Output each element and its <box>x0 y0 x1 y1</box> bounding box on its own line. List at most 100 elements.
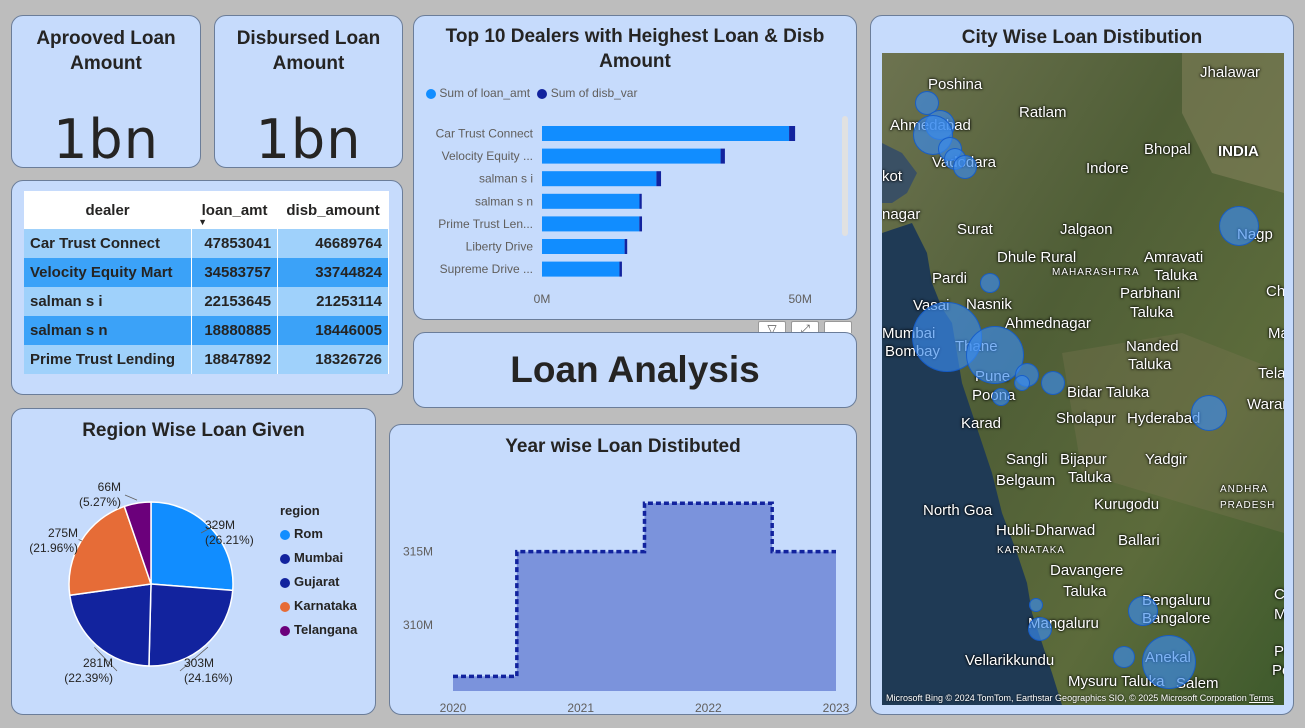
map-place-label: Pardi <box>932 270 968 287</box>
sort-descending-icon[interactable]: ▼ <box>198 217 208 227</box>
map-place-label: Surat <box>957 221 993 238</box>
map-place-label: nagar <box>882 206 921 223</box>
column-header-dealer[interactable]: dealer <box>24 191 193 229</box>
pie-slice[interactable] <box>68 505 153 597</box>
bar-disb-var[interactable] <box>639 216 643 232</box>
bar-loan-amt[interactable] <box>542 171 657 187</box>
map-terms-link[interactable]: Terms <box>1249 693 1274 703</box>
approved-loan-card: Aprooved Loan Amount 1bn <box>11 15 201 171</box>
legend-disb-var-label[interactable]: Sum of disb_var <box>550 86 638 100</box>
bar-loan-amt[interactable] <box>542 126 790 141</box>
map-place-label: Ma <box>1274 606 1284 623</box>
pie-percent-label: (21.96%) <box>29 541 78 555</box>
table-row[interactable]: salman s i 22153645 21253114 <box>24 287 389 316</box>
more-options-icon[interactable] <box>824 321 852 333</box>
step-area-fill <box>453 503 836 691</box>
region-legend-item[interactable]: Rom <box>280 526 357 541</box>
map-bubble[interactable] <box>915 91 939 115</box>
step-line[interactable] <box>453 501 836 679</box>
bar-category-label: salman s i <box>479 172 533 186</box>
legend-loan-amt-swatch <box>426 88 436 99</box>
legend-label: Gujarat <box>294 574 340 589</box>
region-legend-item[interactable]: Karnataka <box>280 598 357 613</box>
filter-icon[interactable]: ▽ <box>758 321 786 333</box>
map-place-label: Davangere <box>1050 562 1124 579</box>
map-bubble[interactable] <box>1014 375 1030 391</box>
map-bubble[interactable] <box>1142 635 1196 689</box>
bar-loan-amt[interactable] <box>542 148 721 164</box>
approved-loan-title-line1: Aprooved Loan <box>36 28 176 49</box>
map-footer: Microsoft Bing © 2024 TomTom, Earthstar … <box>886 693 1280 703</box>
map-bubble[interactable] <box>1028 617 1052 641</box>
region-legend-item[interactable]: Telangana <box>280 622 357 637</box>
map-bubble[interactable] <box>1191 395 1227 431</box>
table-row[interactable]: Velocity Equity Mart 34583757 33744824 <box>24 258 389 287</box>
map-bubble[interactable] <box>953 155 977 179</box>
year-step-area-chart: 310M 315M 2020 2021 2022 2023 <box>403 501 850 715</box>
top-dealers-title-line1: Top 10 Dealers with Heighest Loan & Disb <box>445 26 825 47</box>
map-place-label: ANDHRA <box>1220 484 1269 495</box>
bar-disb-var[interactable] <box>619 261 622 277</box>
map-place-label: Sangli <box>1006 451 1048 468</box>
bar-loan-amt[interactable] <box>542 193 640 209</box>
column-header-loan-amt[interactable]: loan_amt ▼ <box>191 191 279 229</box>
pie-slice[interactable] <box>150 501 234 592</box>
pie-percent-label: (26.21%) <box>205 533 254 547</box>
pie-slice[interactable] <box>148 583 234 667</box>
pie-leader-line <box>179 646 209 672</box>
disbursed-loan-title-line1: Disbursed Loan <box>236 28 381 49</box>
pie-slice[interactable] <box>123 501 152 585</box>
cell-loan-amt: 47853041 <box>191 229 279 258</box>
bar-disb-var[interactable] <box>789 126 796 141</box>
legend-swatch <box>280 553 290 564</box>
cell-dealer: Car Trust Connect <box>24 229 193 258</box>
bar-category-label: Liberty Drive <box>466 240 534 254</box>
map-bubble[interactable] <box>1128 596 1158 626</box>
map-bubble[interactable] <box>1029 598 1043 612</box>
cell-loan-amt: 18880885 <box>191 316 279 345</box>
pie-slice[interactable] <box>68 583 152 667</box>
x-tick-label: 0M <box>534 292 551 306</box>
dealer-table[interactable]: dealer loan_amt ▼ disb_amount Car Trust C… <box>24 191 389 374</box>
table-row[interactable]: Prime Trust Lending 18847892 18326726 <box>24 345 389 374</box>
legend-loan-amt-label[interactable]: Sum of loan_amt <box>439 86 531 100</box>
cell-disb-amount: 21253114 <box>277 287 389 316</box>
city-map[interactable]: JhalawarPoshinaAhmedabadRatlamBhopalINDI… <box>882 53 1284 705</box>
column-header-disb-amount[interactable]: disb_amount <box>277 191 389 229</box>
map-bubble[interactable] <box>1041 371 1065 395</box>
bar-loan-amt[interactable] <box>542 216 640 232</box>
map-bubble[interactable] <box>966 326 1024 384</box>
map-bubble[interactable] <box>1113 646 1135 668</box>
bar-disb-var[interactable] <box>656 171 662 187</box>
map-place-label: Yadgir <box>1145 451 1188 468</box>
bar-loan-amt[interactable] <box>542 261 620 277</box>
cell-disb-amount: 18326726 <box>277 345 389 374</box>
city-map-card: City Wise Loan Distibution Jhalawar Poshi… <box>870 15 1294 715</box>
map-bubble[interactable] <box>992 388 1010 406</box>
bar-loan-amt[interactable] <box>542 239 625 254</box>
focus-mode-icon[interactable]: ⤢ <box>791 321 819 333</box>
map-place-label: Nasnik <box>966 296 1012 313</box>
region-legend-item[interactable]: Gujarat <box>280 574 357 589</box>
region-legend-item[interactable]: Mumbai <box>280 550 357 565</box>
region-legend-items: Rom Mumbai Gujarat Karnataka Telangana <box>280 526 357 637</box>
map-place-label: Hubli-Dharwad <box>996 522 1096 539</box>
chart-scrollbar[interactable] <box>842 116 848 236</box>
bar-disb-var[interactable] <box>639 193 642 209</box>
pie-value-label: 329M <box>205 518 235 532</box>
legend-label: Telangana <box>294 622 358 637</box>
map-bubble[interactable] <box>1219 206 1259 246</box>
map-place-label: Amravati <box>1144 249 1204 266</box>
map-place-label: INDIA <box>1218 143 1259 160</box>
table-row[interactable]: salman s n 18880885 18446005 <box>24 316 389 345</box>
table-row[interactable]: Car Trust Connect 47853041 46689764 <box>24 229 389 258</box>
map-place-label: Taluka <box>1154 267 1198 284</box>
region-legend-title: region <box>280 503 320 518</box>
y-tick-label: 315M <box>403 545 433 559</box>
map-bubble[interactable] <box>980 273 1000 293</box>
pie-percent-label: (24.16%) <box>184 671 233 685</box>
pie-leader-line <box>124 494 138 501</box>
bar-disb-var[interactable] <box>624 239 628 254</box>
bar-disb-var[interactable] <box>720 148 725 164</box>
approved-loan-value: 1bn <box>53 108 159 171</box>
